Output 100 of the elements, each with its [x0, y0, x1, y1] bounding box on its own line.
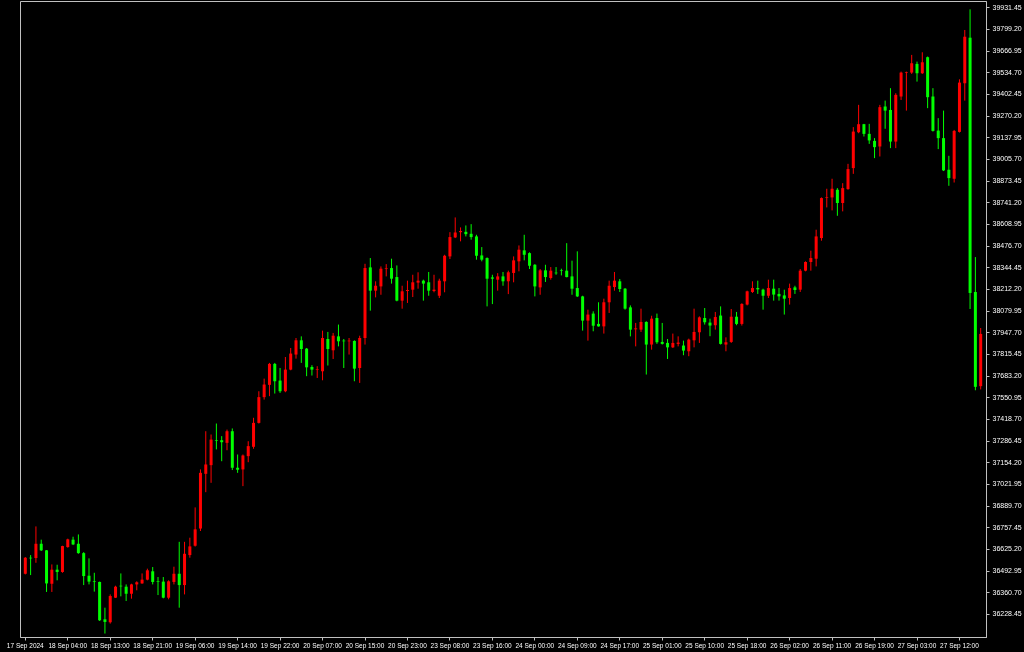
candlestick: [453, 216, 457, 239]
candlestick: [421, 279, 425, 302]
candlestick: [936, 117, 940, 150]
candlestick: [427, 271, 431, 297]
candlestick: [793, 285, 797, 295]
candlestick: [623, 287, 627, 311]
candlestick: [368, 257, 372, 312]
candlestick: [772, 279, 776, 302]
candlestick: [214, 423, 218, 450]
candlestick: [437, 278, 441, 299]
candlestick: [766, 279, 770, 299]
candlestick: [225, 429, 229, 451]
candlestick: [167, 579, 171, 600]
candlestick: [873, 137, 877, 159]
candlestick: [262, 378, 266, 401]
candlestick: [416, 271, 420, 290]
candlestick: [947, 155, 951, 187]
candlestick: [740, 302, 744, 327]
candlestick: [565, 242, 569, 278]
candlestick: [634, 322, 638, 347]
candlestick: [501, 271, 505, 287]
candlestick: [666, 338, 670, 360]
candlestick: [379, 265, 383, 296]
candlestick: [841, 182, 845, 212]
candlestick: [814, 229, 818, 267]
candlestick: [474, 234, 478, 261]
candlestick: [867, 123, 871, 145]
candlestick: [639, 308, 643, 333]
candlestick: [326, 331, 330, 367]
candlestick: [103, 607, 107, 635]
candlestick: [798, 268, 802, 293]
candlestick: [34, 525, 38, 564]
candlestick: [809, 250, 813, 272]
candlestick: [490, 274, 494, 305]
candlestick: [310, 364, 314, 377]
candlestick: [835, 187, 839, 217]
candlestick: [910, 54, 914, 75]
candlestick: [506, 270, 510, 295]
candlestick: [570, 260, 574, 296]
candlestick: [283, 356, 287, 393]
candlestick: [188, 537, 192, 559]
candlestick: [644, 320, 648, 376]
candlestick: [533, 263, 537, 297]
candlestick: [236, 453, 240, 474]
candlestick: [384, 263, 388, 277]
candlestick: [512, 255, 516, 283]
candlestick: [246, 440, 250, 463]
candlestick: [390, 258, 394, 285]
candlestick: [612, 271, 616, 292]
candlestick: [87, 557, 91, 585]
candlestick: [193, 506, 197, 548]
candlestick: [846, 163, 850, 191]
candlestick: [278, 367, 282, 394]
candlestick: [628, 304, 632, 337]
candlestick: [591, 310, 595, 332]
candlestick: [405, 280, 409, 304]
candlestick: [76, 533, 80, 555]
candlestick: [825, 188, 829, 208]
candlestick: [485, 256, 489, 307]
candlestick: [252, 417, 256, 450]
candlestick: [904, 71, 908, 112]
candlestick: [331, 332, 335, 360]
candlestick: [708, 318, 712, 337]
candlestick: [915, 61, 919, 83]
candlestick: [522, 234, 526, 261]
candlestick: [448, 231, 452, 260]
candlestick: [920, 51, 924, 75]
candlestick: [241, 453, 245, 487]
candlestick: [692, 308, 696, 348]
candlestick: [156, 576, 160, 596]
candlestick: [172, 566, 176, 585]
candlestick: [899, 71, 903, 101]
candlestick: [575, 250, 579, 298]
candlestick: [788, 283, 792, 306]
candlestick: [830, 178, 834, 211]
candlestick: [336, 324, 340, 347]
candlestick: [782, 289, 786, 316]
candlestick: [724, 336, 728, 352]
candlestick: [857, 104, 861, 134]
candlestick: [517, 244, 521, 272]
candlestick: [294, 337, 298, 360]
candlestick: [177, 541, 181, 609]
candlestick: [697, 315, 701, 344]
candlestick: [82, 551, 86, 586]
candlestick: [305, 347, 309, 377]
candlestick: [50, 563, 54, 593]
candlestick: [204, 430, 208, 493]
candlestick: [411, 274, 415, 298]
candlestick: [273, 362, 277, 395]
candlestick: [883, 100, 887, 130]
candlestick: [299, 335, 303, 364]
candlestick: [92, 572, 96, 593]
candlestick: [538, 268, 542, 296]
candlestick: [761, 288, 765, 311]
candlestick: [660, 322, 664, 346]
candlestick: [586, 309, 590, 342]
candlestick: [267, 362, 271, 397]
candlestick: [315, 365, 319, 379]
candlestick: [220, 435, 224, 462]
candlestick: [607, 280, 611, 314]
